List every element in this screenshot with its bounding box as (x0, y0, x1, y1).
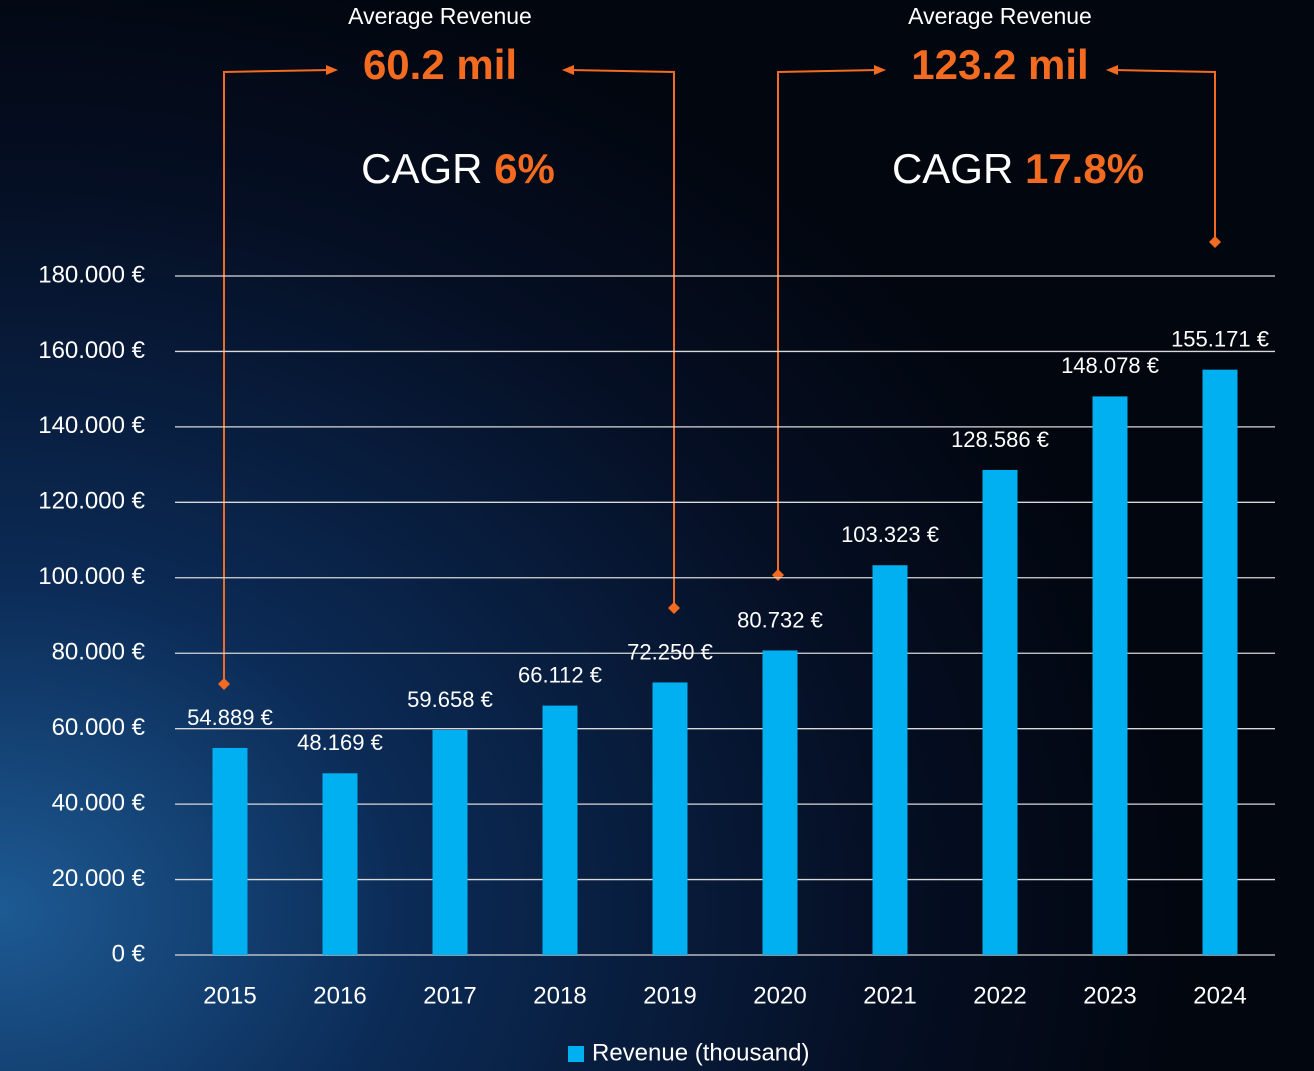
y-tick-label: 60.000 € (52, 714, 146, 741)
value-label: 66.112 € (518, 662, 602, 687)
x-tick-label: 2019 (643, 982, 696, 1009)
arrow-head (562, 65, 574, 75)
cagr: CAGR 17.8% (892, 145, 1144, 192)
cagr-label: CAGR (892, 145, 1013, 192)
x-tick-label: 2018 (533, 982, 586, 1009)
y-tick-label: 100.000 € (38, 563, 145, 590)
x-tick-label: 2017 (423, 982, 476, 1009)
value-label: 80.732 € (737, 607, 823, 632)
x-tick-label: 2023 (1083, 982, 1136, 1009)
legend-swatch (568, 1046, 584, 1062)
x-tick-label: 2022 (973, 982, 1026, 1009)
value-label: 155.171 € (1171, 326, 1269, 351)
y-tick-label: 20.000 € (52, 865, 146, 892)
value-label: 72.250 € (627, 639, 713, 664)
diamond (218, 678, 230, 690)
legend-label: Revenue (thousand) (592, 1039, 809, 1066)
y-tick-label: 80.000 € (52, 639, 146, 666)
bar (652, 682, 688, 955)
arrow-head (874, 65, 886, 75)
bar (762, 650, 798, 955)
arrow-line (223, 69, 331, 684)
bar (1092, 396, 1128, 955)
cagr-value: 6% (494, 145, 555, 192)
cagr: CAGR 6% (361, 145, 555, 192)
y-tick-label: 0 € (112, 940, 146, 967)
value-label: 103.323 € (841, 522, 939, 547)
y-tick-label: 180.000 € (38, 261, 145, 288)
value-label: 54.889 € (187, 705, 273, 730)
y-tick-label: 40.000 € (52, 789, 146, 816)
value-label: 148.078 € (1061, 353, 1159, 378)
bar (542, 705, 578, 955)
bar (322, 773, 358, 955)
arrow-head (1106, 65, 1118, 75)
y-tick-label: 140.000 € (38, 412, 145, 439)
cagr-value: 17.8% (1025, 145, 1144, 192)
annotation-label: Average Revenue (348, 3, 532, 29)
y-tick-label: 120.000 € (38, 488, 145, 515)
annotation-label: Average Revenue (908, 3, 1092, 29)
annotation-value: 60.2 mil (363, 41, 517, 88)
x-tick-label: 2015 (203, 982, 256, 1009)
bar (982, 469, 1018, 955)
value-label: 48.169 € (297, 730, 383, 755)
bar (432, 729, 468, 955)
diamond (668, 602, 680, 614)
arrow-line (1113, 69, 1216, 242)
arrow-line (777, 69, 879, 575)
x-tick-label: 2021 (863, 982, 916, 1009)
arrow-line (569, 69, 675, 608)
x-tick-label: 2024 (1193, 982, 1246, 1009)
x-tick-label: 2016 (313, 982, 366, 1009)
bar (212, 747, 248, 955)
diamond (1209, 236, 1221, 248)
x-tick-label: 2020 (753, 982, 806, 1009)
bar (872, 565, 908, 955)
arrow-head (326, 65, 338, 75)
y-tick-label: 160.000 € (38, 337, 145, 364)
bar (1202, 369, 1238, 955)
value-label: 128.586 € (951, 427, 1049, 452)
cagr-label: CAGR (361, 145, 482, 192)
value-label: 59.658 € (407, 687, 493, 712)
annotation-value: 123.2 mil (911, 41, 1088, 88)
